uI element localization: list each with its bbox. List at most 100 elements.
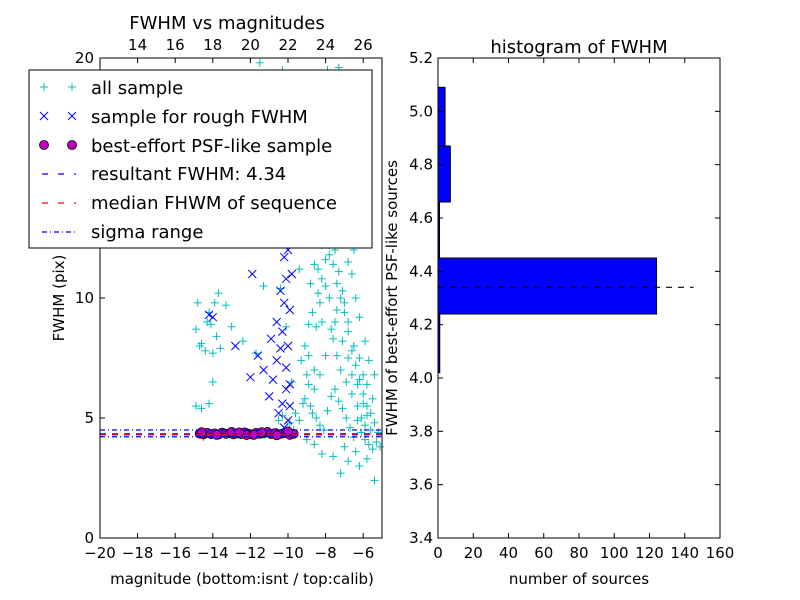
data-point-s1-30-b [276,286,285,296]
data-point-s0-64 [368,394,377,403]
top-tick-label: 14 [128,36,147,54]
data-point-s0-13 [195,342,204,350]
hist-x-tick-label: 160 [706,544,735,562]
data-point-s0-89 [347,270,356,278]
data-point-s1-1 [208,312,218,322]
data-point-s1-9 [279,298,289,308]
data-point-s0-14 [206,320,215,329]
data-point-s0-39 [291,409,300,418]
data-point-s0-109 [338,337,347,346]
data-point-s1-32 [266,334,276,344]
data-point-s0-93 [364,356,373,365]
data-point-s0-153 [314,289,323,298]
legend-marker-2a [39,140,49,150]
data-point-s0-127 [351,447,360,456]
histogram-y-axis-label: FWHM of best-effort PSF-like sources [383,160,401,436]
histogram-bar-3 [437,145,451,203]
data-point-s0-92 [361,337,370,346]
data-point-s1-22-b [287,269,297,279]
data-point-s0-160 [340,308,349,317]
data-point-s0-78 [327,325,336,334]
data-point-s0-57 [334,267,343,276]
data-point-s0-15 [201,346,210,355]
data-point-s1-35 [285,401,295,411]
hist-y-tick-label: 3.8 [409,422,433,440]
hist-y-tick-label: 4.6 [409,209,433,227]
data-point-s0-65 [329,334,338,343]
hist-x-tick-label: 0 [433,544,443,562]
data-point-s1-20 [283,341,293,351]
data-point-s1-9-b [279,298,289,308]
data-point-s0-166 [362,411,371,420]
data-point-s0-133 [304,380,313,389]
data-point-s0-137 [319,426,328,434]
data-point-s0-35 [259,282,268,290]
hist-x-tick-label: 40 [499,544,518,562]
x-tick-label: −16 [159,544,191,562]
top-tick-label: 18 [203,36,222,54]
data-point-s0-150 [368,445,377,454]
data-point-s0-12 [214,289,223,298]
scatter-chart: −20 −18 −16 −14 −12 −10 −8 −6 0 5 10 20 14 16 18 20 22 24… [28,13,385,588]
legend-marker-2b [67,140,77,150]
data-point-s0-118 [376,442,385,451]
data-point-s0-48 [299,399,308,408]
data-point-s0-154 [317,274,326,283]
data-point-s0-146 [353,416,362,425]
data-point-s0-167 [297,356,306,365]
data-point-s0-91 [355,313,364,322]
data-point-s0-11 [221,301,230,310]
histogram-bar-4 [437,86,446,147]
legend-marker-0a [40,83,48,91]
scatter-title: FWHM vs magnitudes [129,13,324,34]
data-point-s0-123 [329,452,338,461]
data-point-s0-131 [295,416,304,425]
hist-x-tick-label: 120 [635,544,664,562]
data-point-s1-39-b [231,341,240,351]
hist-x-tick-label: 60 [534,544,553,562]
data-point-s1-34 [285,380,295,389]
data-point-s0-49 [306,402,315,410]
data-point-s0-108 [331,318,339,326]
top-tick-label: 24 [316,36,335,54]
data-point-s1-7 [272,356,282,365]
x-tick-label: −10 [272,544,304,562]
hist-y-tick-label: 4.8 [409,156,433,174]
data-point-s0-41 [278,411,287,420]
hist-y-tick-label: 4.0 [409,369,433,387]
data-point-s1-21-b [285,305,295,315]
data-point-s0-75 [310,385,319,394]
data-point-s0-10 [210,298,219,307]
top-tick-label: 16 [166,36,185,54]
data-point-s0-136 [315,421,324,430]
y-tick-label: 0 [84,529,94,547]
data-point-s0-158 [332,279,341,288]
data-point-s0-18 [197,404,206,413]
data-point-s0-105 [314,265,323,274]
histogram-title: histogram of FWHM [490,37,667,58]
legend-marker-1a [39,111,49,121]
x-tick-label: −14 [197,544,229,562]
data-point-s0-155 [321,255,330,264]
data-point-s0-63 [362,380,371,389]
data-point-s1-31 [272,317,282,327]
data-point-s1-6 [268,375,278,384]
data-point-s0-163 [351,361,360,370]
data-point-s0-60 [349,342,358,350]
data-point-s0-76 [315,370,324,379]
legend-label-psf-sample: best-effort PSF-like sample [91,136,332,157]
data-point-s1-25 [247,269,257,279]
data-point-s1-19-b [281,384,291,394]
data-point-s0-94 [370,370,379,379]
data-point-s0-125 [310,440,319,449]
data-point-s0-128 [362,454,371,463]
data-point-s0-140 [331,385,339,394]
scatter-y-axis-label: FWHM (pix) [50,255,68,342]
data-point-s0-81 [344,258,353,266]
data-point-s1-5 [264,392,274,401]
data-point-s1-10-b [281,274,291,284]
data-point-s0-52 [321,282,330,290]
scatter-x-axis-label: magnitude (bottom:isnt / top:calib) [110,570,374,588]
data-point-s1-35-b [285,401,295,411]
